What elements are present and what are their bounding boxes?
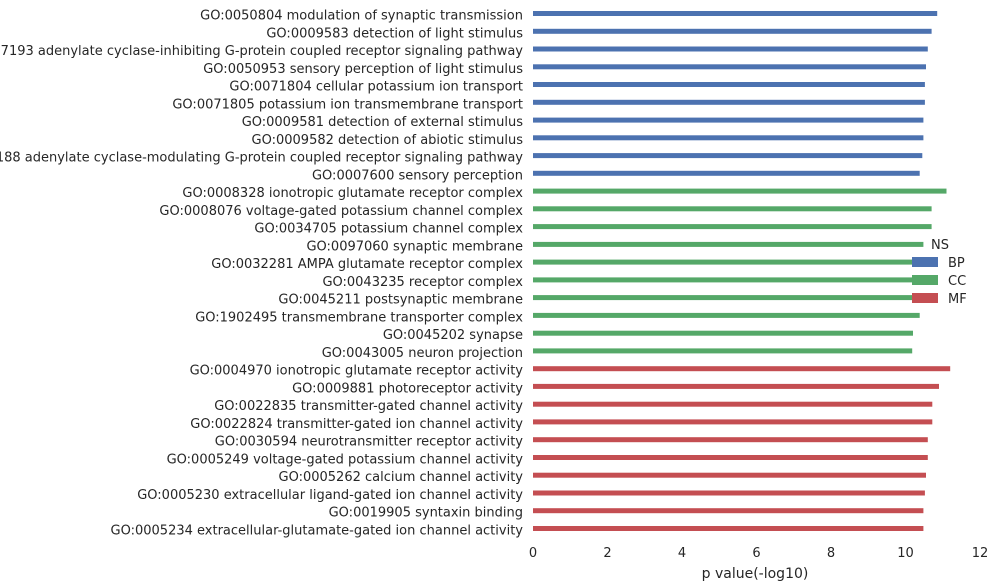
category-label: GO:0022824 transmitter-gated ion channel… xyxy=(190,417,523,432)
bar-bp-2 xyxy=(533,46,928,52)
category-label: GO:0050953 sensory perception of light s… xyxy=(203,62,523,77)
category-label: GO:0034705 potassium channel complex xyxy=(254,222,523,237)
category-label: GO:0007193 adenylate cyclase-inhibiting … xyxy=(0,44,523,59)
bar-mf-7 xyxy=(533,490,925,496)
bar-cc-4 xyxy=(533,259,924,265)
x-tick-label: 8 xyxy=(827,546,835,561)
legend-swatch-bp xyxy=(912,257,938,267)
bars-group xyxy=(533,11,951,531)
category-label: GO:0008328 ionotropic glutamate receptor… xyxy=(182,186,523,201)
bar-cc-1 xyxy=(533,206,932,212)
x-tick-label: 10 xyxy=(897,546,914,561)
category-label: GO:0097060 synaptic membrane xyxy=(306,239,523,254)
category-label: GO:1902495 transmembrane transporter com… xyxy=(195,310,523,325)
category-label: GO:0043005 neuron projection xyxy=(322,346,523,361)
category-label: GO:0043235 receptor complex xyxy=(322,275,523,290)
category-label: GO:0045202 synapse xyxy=(383,328,523,343)
x-axis-label: p value(-log10) xyxy=(702,566,809,582)
bar-mf-1 xyxy=(533,383,939,389)
category-label: GO:0050804 modulation of synaptic transm… xyxy=(200,9,523,24)
legend-swatch-cc xyxy=(912,275,938,285)
category-label: GO:0005234 extracellular-glutamate-gated… xyxy=(111,524,524,539)
bar-cc-6 xyxy=(533,295,923,301)
legend-label-cc: CC xyxy=(948,274,966,289)
category-label: GO:0071804 cellular potassium ion transp… xyxy=(229,80,523,95)
bar-mf-2 xyxy=(533,401,933,407)
legend: NS BP CC MF xyxy=(912,238,967,307)
category-label: GO:0007188 adenylate cyclase-modulating … xyxy=(0,151,523,166)
legend-swatch-mf xyxy=(912,293,938,303)
legend-title: NS xyxy=(931,238,949,253)
category-label: GO:0004970 ionotropic glutamate receptor… xyxy=(190,364,524,379)
category-label: GO:0071805 potassium ion transmembrane t… xyxy=(172,97,523,112)
bar-cc-0 xyxy=(533,188,947,194)
bar-mf-5 xyxy=(533,455,928,460)
x-tick-label: 4 xyxy=(678,546,686,561)
bar-bp-4 xyxy=(533,82,925,87)
x-tick-label: 6 xyxy=(752,546,760,561)
bar-mf-0 xyxy=(533,366,951,372)
category-label: GO:0009881 photoreceptor activity xyxy=(292,381,523,396)
category-labels-group: GO:0050804 modulation of synaptic transm… xyxy=(0,9,523,539)
bar-bp-8 xyxy=(533,153,923,159)
bar-bp-9 xyxy=(533,170,920,176)
x-axis-ticks-group: 0 2 4 6 8 10 12 xyxy=(529,546,988,561)
category-label: GO:0005230 extracellular ligand-gated io… xyxy=(137,488,523,503)
bar-cc-3 xyxy=(533,241,924,247)
x-tick-label: 0 xyxy=(529,546,537,561)
bar-mf-9 xyxy=(533,526,924,531)
category-label: GO:0032281 AMPA glutamate receptor compl… xyxy=(211,257,523,272)
bar-mf-8 xyxy=(533,508,924,514)
bar-mf-4 xyxy=(533,437,928,443)
category-label: GO:0009583 detection of light stimulus xyxy=(266,26,523,41)
category-label: GO:0008076 voltage-gated potassium chann… xyxy=(159,204,523,219)
category-label: GO:0007600 sensory perception xyxy=(312,168,523,183)
bar-bp-0 xyxy=(533,11,938,16)
category-label: GO:0030594 neurotransmitter receptor act… xyxy=(215,435,524,450)
bar-cc-9 xyxy=(533,348,913,354)
category-label: GO:0009582 detection of abiotic stimulus xyxy=(252,133,524,148)
bar-bp-6 xyxy=(533,117,924,123)
bar-bp-5 xyxy=(533,99,925,105)
legend-label-bp: BP xyxy=(948,256,965,271)
bar-cc-5 xyxy=(533,277,923,283)
category-label: GO:0005262 calcium channel activity xyxy=(279,470,524,485)
legend-label-mf: MF xyxy=(948,292,967,307)
category-label: GO:0005249 voltage-gated potassium chann… xyxy=(167,453,524,468)
category-label: GO:0019905 syntaxin binding xyxy=(329,506,523,521)
bar-cc-7 xyxy=(533,312,920,318)
bar-bp-7 xyxy=(533,135,924,141)
category-label: GO:0045211 postsynaptic membrane xyxy=(278,293,523,308)
x-tick-label: 12 xyxy=(972,546,989,561)
bar-mf-6 xyxy=(533,472,926,478)
bar-bp-1 xyxy=(533,28,932,34)
category-label: GO:0009581 detection of external stimulu… xyxy=(242,115,524,130)
bar-mf-3 xyxy=(533,419,933,425)
x-tick-label: 2 xyxy=(603,546,611,561)
bar-cc-2 xyxy=(533,224,932,230)
bar-bp-3 xyxy=(533,64,926,70)
bar-cc-8 xyxy=(533,330,913,336)
category-label: GO:0022835 transmitter-gated channel act… xyxy=(214,399,523,414)
